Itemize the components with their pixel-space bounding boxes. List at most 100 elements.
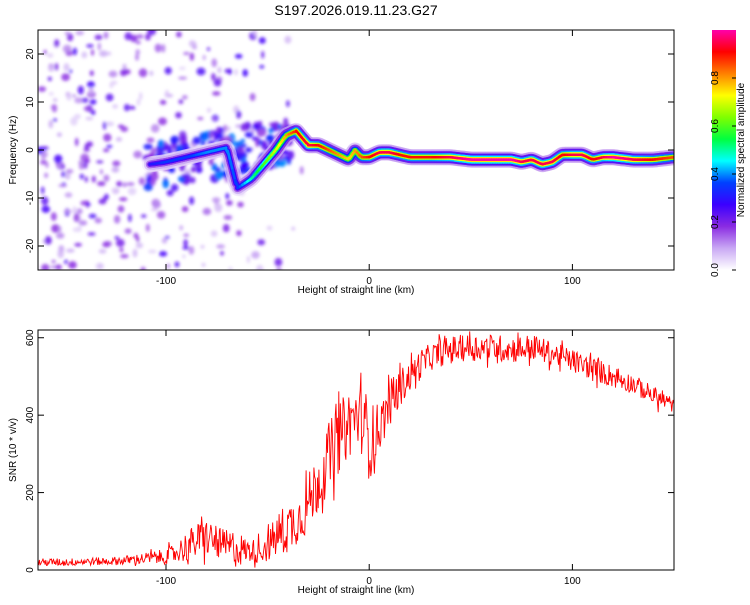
noise-blob [139,68,148,77]
noise-blob [155,199,159,206]
noise-blob [211,163,217,171]
noise-blob [250,93,256,101]
noise-blob [141,214,147,218]
noise-blob [237,202,244,208]
noise-blob [99,199,107,205]
noise-blob [48,77,52,81]
y-tick-label: 0 [25,567,36,573]
noise-blob [240,123,247,131]
noise-blob [155,44,162,53]
noise-blob [228,69,232,75]
noise-blob [207,108,211,113]
noise-blob [89,214,97,219]
noise-blob [52,104,57,112]
noise-blob [103,134,111,142]
noise-blob [175,262,180,268]
y-tick-label: 600 [25,329,36,346]
y-tick-label: 10 [25,96,36,108]
noise-blob [139,92,142,100]
noise-blob [54,39,59,47]
noise-blob [261,141,268,149]
noise-blob [183,239,188,247]
noise-blob [55,63,59,71]
noise-blob [47,53,53,58]
noise-blob [72,94,76,97]
noise-blob [214,203,222,212]
noise-blob [109,71,118,78]
noise-blob [220,251,224,256]
noise-speckle [36,27,303,274]
y-tick-label: 0 [25,147,36,153]
noise-blob [64,260,67,265]
noise-blob [289,151,294,159]
noise-blob [75,138,78,146]
noise-blob [137,99,141,106]
noise-blob [49,92,54,95]
noise-blob [133,249,138,258]
noise-blob [114,215,120,224]
noise-blob [55,264,62,270]
x-tick-label: -100 [156,576,176,587]
noise-blob [86,44,93,48]
colorbar-tick-label: 0.6 [710,119,721,133]
noise-blob [89,87,94,96]
noise-blob [151,178,156,186]
noise-blob [214,134,218,141]
colorbar-tick-label: 0.0 [710,263,721,277]
noise-blob [167,263,171,269]
noise-blob [128,214,132,222]
noise-blob [103,175,109,182]
noise-blob [190,53,194,61]
noise-blob [139,177,145,185]
noise-blob [44,50,47,54]
noise-blob [241,161,249,169]
noise-blob [235,54,243,59]
noise-blob [75,31,84,35]
noise-blob [160,100,166,105]
noise-blob [136,236,139,243]
noise-blob [106,145,112,148]
noise-blob [112,167,120,173]
noise-blob [143,144,152,150]
noise-blob [203,208,212,215]
noise-blob [146,224,150,232]
noise-blob [201,245,205,249]
noise-blob [79,162,84,169]
noise-blob [73,48,78,56]
noise-blob [116,239,125,247]
noise-blob [179,67,186,70]
noise-blob [56,233,64,239]
noise-blob [193,137,201,145]
snr-series-line [38,331,674,567]
y-tick-label: -10 [25,190,36,205]
noise-blob [129,106,135,110]
noise-blob [211,230,218,236]
noise-blob [148,250,156,253]
spectrogram-ylabel: Frequency (Hz) [8,116,19,185]
noise-blob [46,162,49,168]
noise-blob [275,258,283,267]
noise-blob [178,77,187,80]
noise-blob [159,140,165,147]
noise-blob [120,254,129,258]
noise-blob [106,122,115,127]
noise-blob [49,120,54,129]
noise-blob [92,176,96,183]
noise-blob [182,255,185,259]
noise-blob [91,49,94,56]
noise-blob [70,117,77,126]
noise-blob [61,171,65,177]
noise-blob [121,126,129,132]
noise-blob [96,160,103,163]
noise-blob [259,37,266,44]
noise-blob [127,182,135,186]
noise-blob [151,148,157,152]
noise-blob [119,197,127,201]
noise-blob [235,125,241,128]
snr-ylabel: SNR (10 * v/v) [8,418,19,482]
noise-blob [65,173,70,180]
noise-blob [78,225,81,232]
noise-blob [61,73,70,81]
noise-blob [68,261,77,269]
